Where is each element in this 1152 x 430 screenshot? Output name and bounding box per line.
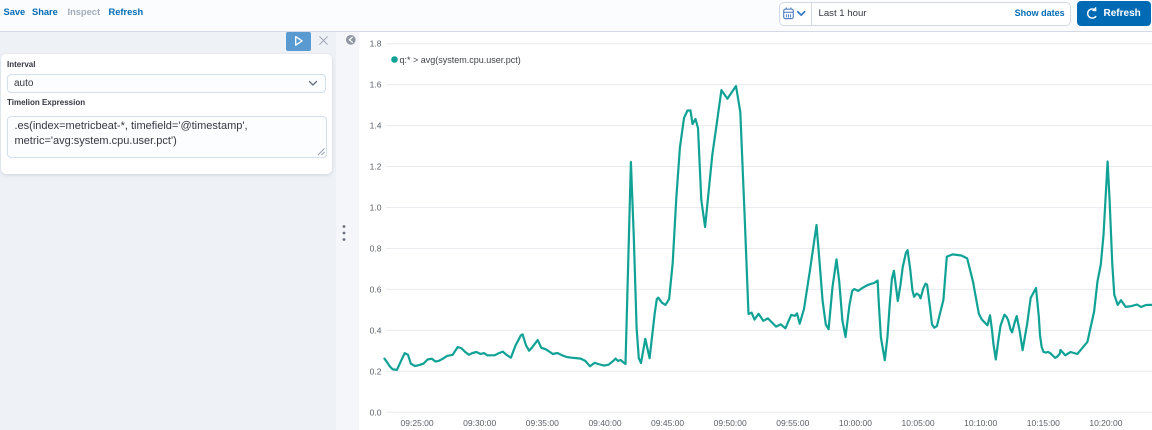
svg-text:10:00:00: 10:00:00 — [839, 418, 872, 428]
svg-text:0.0: 0.0 — [370, 407, 382, 417]
svg-text:10:20:00: 10:20:00 — [1089, 418, 1122, 428]
svg-text:09:50:00: 09:50:00 — [714, 418, 747, 428]
svg-text:0.4: 0.4 — [370, 325, 382, 335]
svg-text:09:45:00: 09:45:00 — [651, 418, 684, 428]
svg-text:1.4: 1.4 — [370, 121, 382, 131]
svg-text:10:10:00: 10:10:00 — [964, 418, 997, 428]
svg-text:q:* > avg(system.cpu.user.pct): q:* > avg(system.cpu.user.pct) — [400, 55, 521, 65]
svg-text:09:35:00: 09:35:00 — [526, 418, 559, 428]
svg-text:0.2: 0.2 — [370, 366, 382, 376]
svg-text:1.2: 1.2 — [370, 162, 382, 172]
svg-text:10:05:00: 10:05:00 — [902, 418, 935, 428]
svg-text:1.8: 1.8 — [370, 39, 382, 49]
svg-text:09:25:00: 09:25:00 — [401, 418, 434, 428]
svg-text:09:30:00: 09:30:00 — [463, 418, 496, 428]
svg-text:1.0: 1.0 — [370, 203, 382, 213]
svg-text:10:15:00: 10:15:00 — [1027, 418, 1060, 428]
svg-text:09:55:00: 09:55:00 — [776, 418, 809, 428]
svg-text:09:40:00: 09:40:00 — [588, 418, 621, 428]
svg-text:0.8: 0.8 — [370, 244, 382, 254]
svg-text:0.6: 0.6 — [370, 284, 382, 294]
svg-text:1.6: 1.6 — [370, 80, 382, 90]
